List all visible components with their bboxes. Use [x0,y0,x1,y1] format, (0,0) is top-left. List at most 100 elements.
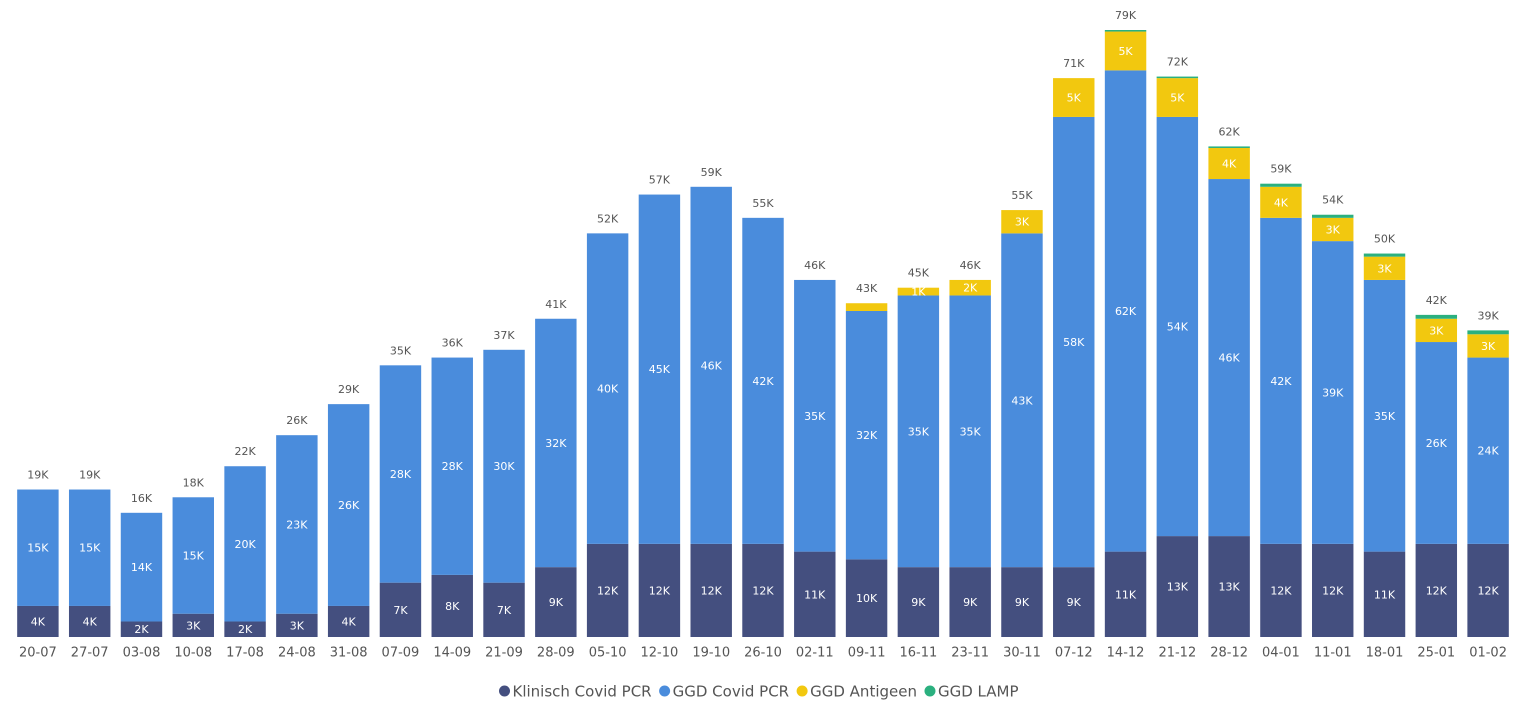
bar-segment [1363,279,1406,552]
bar-segment [1053,116,1095,568]
segment-label: 12K [1426,584,1448,597]
bar-segment [1156,116,1199,537]
bar-segment [1467,357,1509,544]
x-tick-label: 07-09 [382,646,420,661]
bar-segment [276,435,318,614]
x-tick-label: 02-11 [796,646,834,661]
segment-label: 2K [963,282,978,295]
bar-segment [897,567,940,637]
bar-segment [586,543,629,637]
segment-label: 11K [804,588,826,601]
total-label: 46K [960,259,982,272]
segment-label: 10K [856,592,878,605]
total-label: 35K [390,344,412,357]
total-label: 54K [1322,194,1344,207]
x-tick-label: 20-07 [19,646,57,661]
bar-segment [845,303,888,311]
segment-label: 46K [1219,352,1241,365]
x-tick-label: 28-09 [537,646,575,661]
segment-label: 9K [963,596,978,609]
bar-segment [379,365,422,583]
bar-segment [845,310,888,560]
bar-segment [17,605,59,637]
bar-segment [1208,146,1250,148]
bar-segment [68,489,111,606]
bar-segment [172,497,214,614]
x-tick-label: 28-12 [1210,646,1248,661]
total-label: 55K [1011,189,1033,202]
segment-label: 35K [960,425,982,438]
bar-segment [120,512,163,622]
segment-label: 3K [186,619,201,632]
bar-segment [1415,318,1458,343]
segment-label: 11K [1374,588,1396,601]
bar-segment [1001,567,1043,637]
bar-segment [638,543,681,637]
x-tick-label: 26-10 [744,646,782,661]
bar-segment [17,489,59,606]
segment-label: 5K [1170,92,1185,105]
total-label: 39K [1477,309,1499,322]
total-label: 50K [1374,233,1396,246]
segment-label: 40K [597,383,619,396]
segment-label: 4K [83,615,98,628]
total-label: 43K [856,282,878,295]
bar-segment [1104,70,1147,552]
x-tick-label: 25-01 [1417,646,1455,661]
segment-label: 4K [31,615,46,628]
bar-segment [327,404,370,606]
x-tick-label: 01-02 [1469,646,1507,661]
total-label: 26K [286,414,308,427]
segment-label: 42K [1270,375,1292,388]
bar-segment [120,621,163,637]
bar-segment [794,279,836,552]
x-tick-label: 24-08 [278,646,316,661]
segment-label: 9K [549,596,564,609]
bar-segment [276,613,318,637]
bar-segment [224,466,266,622]
segment-label: 5K [1118,45,1133,58]
x-tick-label: 21-09 [485,646,523,661]
segment-label: 12K [1477,584,1499,597]
legend-swatch [796,685,808,697]
segment-label: 12K [752,584,774,597]
bar-segment [1156,536,1199,637]
segment-label: 7K [497,604,512,617]
bar-segment [845,559,888,637]
bar-segment [949,567,991,637]
segment-label: 15K [183,549,205,562]
bar-segment [1260,186,1302,218]
total-label: 55K [752,197,774,210]
x-tick-label: 07-12 [1055,646,1093,661]
bar-segment [897,287,940,296]
segment-label: 12K [1270,584,1292,597]
segment-label: 12K [597,584,619,597]
legend: Klinisch Covid PCR GGD Covid PCR GGD Antig… [499,683,1019,701]
bar-segment [1467,334,1509,358]
total-label: 22K [234,445,256,458]
segment-label: 4K [342,615,357,628]
segment-label: 26K [338,499,360,512]
segment-label: 13K [1219,581,1241,594]
segment-label: 5K [1067,92,1082,105]
bar-segment [897,295,940,568]
segment-label: 9K [1067,596,1082,609]
legend-swatch [499,685,510,697]
x-tick-label: 31-08 [330,646,368,661]
segment-label: 9K [911,596,926,609]
x-tick-label: 23-11 [951,646,989,661]
bar-segment [379,582,422,637]
total-label: 72K [1167,56,1189,69]
legend-swatch [924,685,936,697]
x-tick-label: 12-10 [641,646,679,661]
segment-label: 3K [1015,216,1030,229]
segment-label: 28K [442,460,464,473]
bar-segment [1156,78,1199,117]
total-label: 16K [131,492,153,505]
bar-segment [1208,536,1250,637]
legend-swatch [659,685,671,697]
legend-entry: GGD LAMP [938,683,1019,701]
bar-segment [172,613,214,637]
total-label: 19K [79,469,101,482]
bar-segment [1260,183,1302,187]
